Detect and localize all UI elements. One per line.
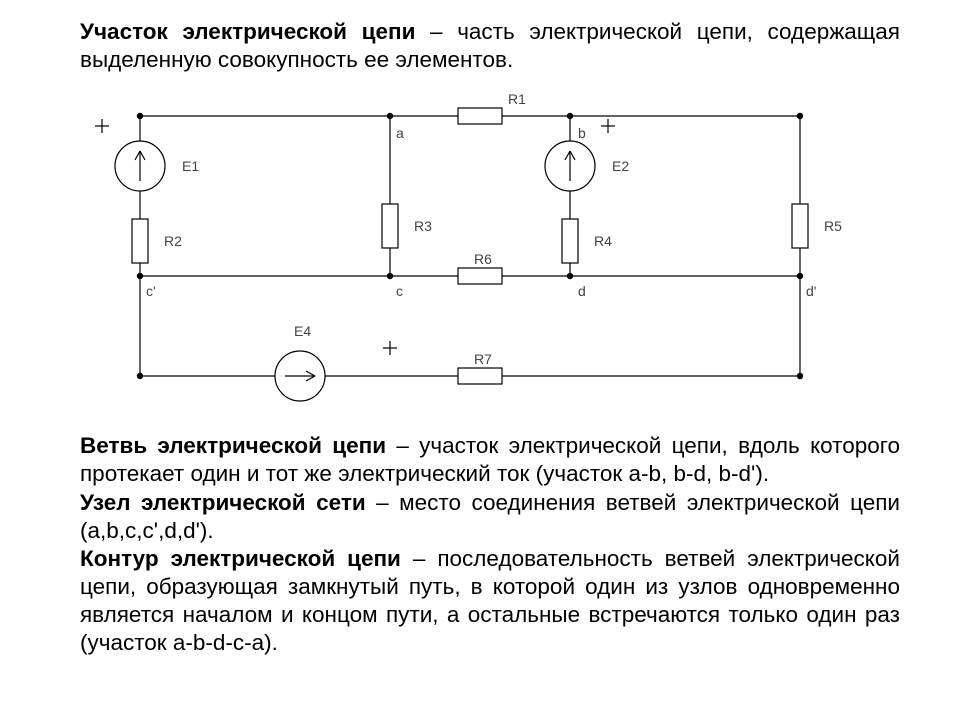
svg-text:d: d: [578, 283, 586, 299]
term-branch: Ветвь электрической цепи: [80, 433, 386, 458]
term-section: Участок электрической цепи: [80, 19, 415, 44]
svg-text:d': d': [806, 283, 816, 299]
definition-loop: Контур электрической цепи – последовател…: [80, 545, 900, 658]
svg-text:c: c: [396, 283, 403, 299]
definition-branch: Ветвь электрической цепи – участок элект…: [80, 432, 900, 488]
svg-text:R1: R1: [508, 91, 526, 107]
svg-text:b: b: [578, 125, 586, 141]
svg-text:R5: R5: [824, 218, 842, 234]
page: Участок электрической цепи – часть элект…: [0, 0, 960, 720]
circuit-diagram: E1 R2 R3 E2 R4 R5 R1 R6 E4 R7 a b c' c d d': [80, 86, 860, 426]
definition-section: Участок электрической цепи – часть элект…: [80, 18, 900, 74]
term-loop: Контур электрической цепи: [80, 546, 401, 571]
svg-text:E1: E1: [182, 158, 199, 174]
svg-text:R4: R4: [594, 233, 612, 249]
term-node: Узел электрической сети: [80, 490, 366, 515]
svg-text:c': c': [146, 283, 156, 299]
definition-node: Узел электрической сети – место соединен…: [80, 489, 900, 545]
svg-text:R7: R7: [474, 351, 492, 367]
svg-text:E2: E2: [612, 158, 629, 174]
svg-text:R6: R6: [474, 251, 492, 267]
svg-text:R3: R3: [414, 218, 432, 234]
svg-text:a: a: [396, 125, 404, 141]
svg-text:E4: E4: [294, 323, 311, 339]
svg-text:R2: R2: [164, 233, 182, 249]
